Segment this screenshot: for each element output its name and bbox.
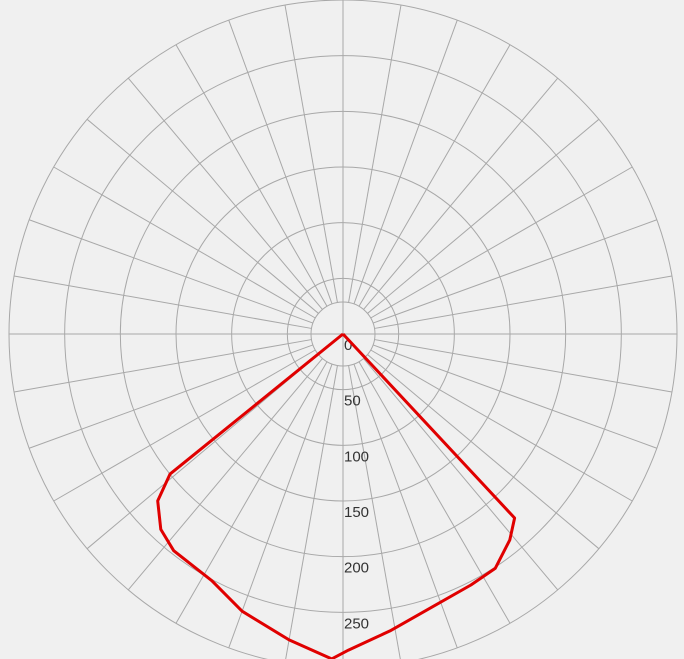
r-tick-label: 50 [344,393,361,410]
grid-spoke [284,4,338,303]
grid-spoke [13,275,312,329]
grid-spoke [367,118,600,314]
grid-spoke [370,349,633,502]
grid-spoke [363,358,559,591]
grid-spoke [127,358,323,591]
grid-spoke [372,219,658,324]
grid-spoke [374,275,673,329]
grid-spoke [348,365,401,659]
grid-spoke [53,349,316,502]
grid-spoke [374,339,673,393]
grid-spoke [28,219,314,324]
r-tick-label: 150 [344,504,369,521]
grid-spoke [228,19,333,305]
grid-spoke [358,361,511,624]
grid-spoke [127,77,323,310]
grid-spoke [28,344,314,449]
grid-spoke [228,363,333,649]
r-tick-label: 100 [344,448,369,465]
r-tick-label: 250 [344,615,369,632]
grid-spoke [358,44,511,307]
grid-spoke [353,19,458,305]
grid-spoke [175,44,328,307]
grid-spoke [285,365,338,659]
grid-spoke [53,166,316,319]
r-tick-label: 0 [344,337,352,354]
grid-spoke [13,339,312,393]
grid-spoke [370,166,633,319]
grid-spoke [175,361,328,624]
grid-spoke [348,4,402,303]
grid-spoke [353,363,458,649]
grid-spoke [367,354,600,550]
r-tick-label: 200 [344,560,369,577]
grid-spoke [86,118,319,314]
grid-spoke [372,344,658,449]
grid-spoke [363,77,559,310]
